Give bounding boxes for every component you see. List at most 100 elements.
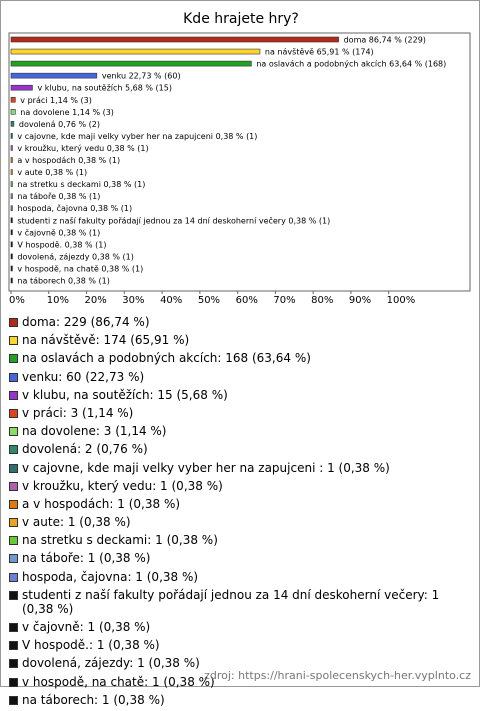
bar-label: v kroužku, který vedu 0,38 % (1) <box>17 144 148 153</box>
bar <box>10 169 13 175</box>
bar <box>10 241 13 248</box>
x-tick-label: 40% <box>160 295 182 306</box>
legend-item: na oslavách a podobných akcích: 168 (63,… <box>9 351 471 365</box>
bar-label: dovolená, zájezdy 0,38 % (1) <box>17 252 133 261</box>
legend-swatch <box>9 463 18 473</box>
bar <box>10 84 33 91</box>
x-tick-label: 20% <box>85 295 107 306</box>
bar-label: hospoda, čajovna 0,38 % (1) <box>17 203 132 213</box>
legend-label: v cajovne, kde maji velky vyber her na z… <box>22 460 390 475</box>
x-tick-label: 10% <box>47 295 69 306</box>
bar-label: dovolená 0,76 % (2) <box>19 120 100 129</box>
legend-label: na dovolene: 3 (1,14 %) <box>22 424 167 439</box>
legend-swatch <box>9 677 18 687</box>
legend-label: studenti z naší fakulty pořádají jednou … <box>22 587 440 616</box>
bar-label: v cajovne, kde maji velky vyber her na z… <box>17 132 257 141</box>
legend-label: venku: 60 (22,73 %) <box>22 369 145 384</box>
legend-item: a v hospodách: 1 (0,38 %) <box>9 497 471 511</box>
legend-swatch <box>9 318 18 327</box>
legend-swatch <box>9 659 18 669</box>
legend-swatch <box>9 445 18 455</box>
legend-swatch <box>9 354 18 364</box>
x-tick-label: 60% <box>236 295 258 306</box>
legend-item: dovolená: 2 (0,76 %) <box>9 442 471 456</box>
legend-label: na táborech: 1 (0,38 %) <box>22 692 165 707</box>
bar <box>10 265 13 272</box>
legend-item: doma: 229 (86,74 %) <box>9 315 471 329</box>
bar-label: venku 22,73 % (60) <box>102 72 181 81</box>
bar-label: na táborech 0,38 % (1) <box>17 277 109 286</box>
legend-item: venku: 60 (22,73 %) <box>9 370 471 384</box>
legend-label: a v hospodách: 1 (0,38 %) <box>22 496 181 511</box>
bar-label: v hospodě, na chatě 0,38 % (1) <box>17 264 143 273</box>
legend-label: V hospodě.: 1 (0,38 %) <box>22 638 160 653</box>
legend-swatch <box>9 499 18 509</box>
legend-item: v cajovne, kde maji velky vyber her na z… <box>9 461 471 475</box>
bar <box>10 229 13 236</box>
legend-label: na stretku s deckami: 1 (0,38 %) <box>22 533 218 548</box>
legend-item: studenti z naší fakulty pořádají jednou … <box>9 588 471 616</box>
legend-swatch <box>9 408 18 418</box>
bar-label: na táboře 0,38 % (1) <box>17 192 100 201</box>
bar <box>10 72 98 79</box>
legend-item: v práci: 3 (1,14 %) <box>9 406 471 420</box>
legend-label: v hospodě, na chatě: 1 (0,38 %) <box>22 674 215 689</box>
legend-item: na dovolene: 3 (1,14 %) <box>9 424 471 438</box>
bar <box>10 121 15 127</box>
bar <box>10 181 13 187</box>
bar <box>10 277 13 284</box>
legend-item: v čajovně: 1 (0,38 %) <box>9 620 471 634</box>
bar-label: studenti z naší fakulty pořádají jednou … <box>17 215 330 225</box>
legend-label: v kroužku, který vedu: 1 (0,38 %) <box>22 478 223 493</box>
x-tick-label: 90% <box>349 295 371 306</box>
x-tick-label: 0% <box>9 295 25 306</box>
legend-item: na táboře: 1 (0,38 %) <box>9 551 471 565</box>
bar <box>10 157 13 163</box>
x-tick-label: 50% <box>198 295 220 306</box>
legend-item: na stretku s deckami: 1 (0,38 %) <box>9 533 471 547</box>
bar <box>10 36 339 43</box>
bar <box>10 145 13 151</box>
bar-label: v čajovně 0,38 % (1) <box>17 227 100 237</box>
legend-label: v aute: 1 (0,38 %) <box>22 515 131 530</box>
bar <box>10 48 261 55</box>
legend-swatch <box>9 554 18 564</box>
x-tick-label: 30% <box>122 295 144 306</box>
legend: doma: 229 (86,74 %) na návštěvě: 174 (65,… <box>9 315 471 711</box>
legend-swatch <box>9 590 18 600</box>
bar-label: na dovolene 1,14 % (3) <box>20 108 114 117</box>
legend-item: v aute: 1 (0,38 %) <box>9 515 471 529</box>
legend-label: na oslavách a podobných akcích: 168 (63,… <box>22 351 311 366</box>
legend-item: na táborech: 1 (0,38 %) <box>9 693 471 707</box>
legend-label: na návštěvě: 174 (65,91 %) <box>22 333 190 348</box>
bar <box>10 205 13 211</box>
bar <box>10 96 16 103</box>
x-tick-label: 100% <box>387 295 416 306</box>
source: zdroj: https://hrani-spolecenskych-her.v… <box>204 669 471 682</box>
bar <box>10 193 13 199</box>
legend-item: v klubu, na soutěžích: 15 (5,68 %) <box>9 388 471 402</box>
bar <box>10 217 13 224</box>
bar-label: a v hospodách 0,38 % (1) <box>17 156 120 165</box>
x-tick-label: 70% <box>273 295 295 306</box>
legend-item: V hospodě.: 1 (0,38 %) <box>9 638 471 652</box>
legend-label: dovolená: 2 (0,76 %) <box>22 442 148 457</box>
legend-swatch <box>9 641 18 651</box>
chart: Kde hrajete hry? 0% 10% 20% 30% 40% 50% 60% 70%… <box>8 11 471 306</box>
bar <box>10 60 252 67</box>
legend-swatch <box>9 336 18 346</box>
bar-label: V hospodě. 0,38 % (1) <box>17 240 106 249</box>
legend-swatch <box>9 536 18 546</box>
bar-label: na stretku s deckami 0,38 % (1) <box>17 180 145 189</box>
legend-swatch <box>9 623 18 632</box>
chart-title: Kde hrajete hry? <box>183 11 299 27</box>
legend-item: dovolená, zájezdy: 1 (0,38 %) <box>9 656 471 670</box>
legend-swatch <box>9 518 18 528</box>
legend-swatch <box>9 695 18 705</box>
bar <box>10 253 13 260</box>
x-tick-label: 80% <box>311 295 333 306</box>
bar-label: na návštěvě 65,91 % (174) <box>265 47 374 57</box>
legend-swatch <box>9 427 18 437</box>
legend-item: v kroužku, který vedu: 1 (0,38 %) <box>9 479 471 493</box>
legend-label: na táboře: 1 (0,38 %) <box>22 551 151 566</box>
